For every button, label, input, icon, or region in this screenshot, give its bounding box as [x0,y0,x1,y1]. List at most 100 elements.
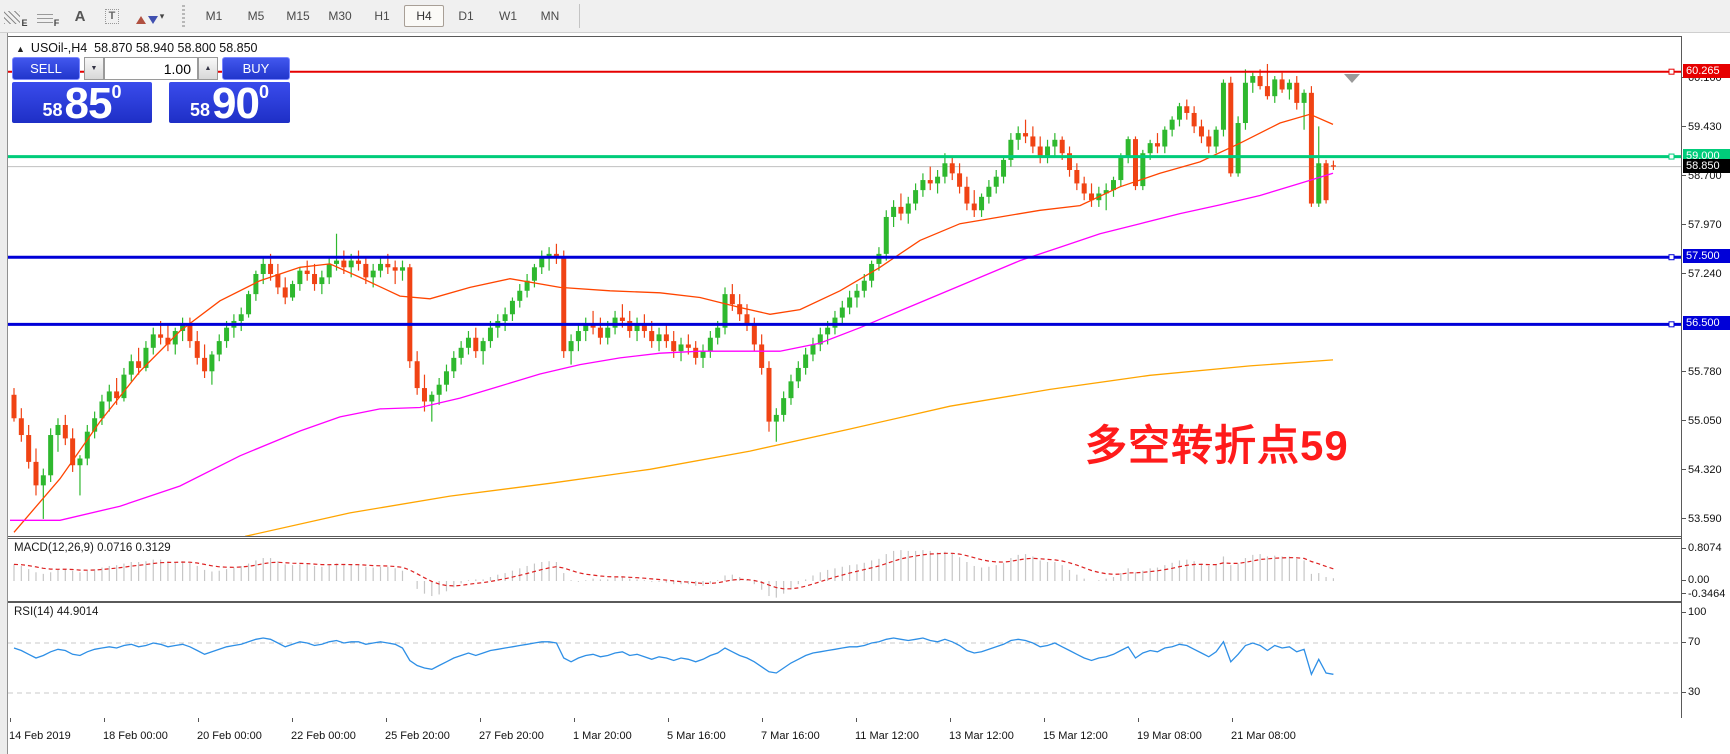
time-label: 13 Mar 12:00 [949,730,1014,742]
buy-price-big: 90 [212,79,260,128]
time-label: 18 Feb 00:00 [103,730,168,742]
time-tick [104,718,105,722]
time-tick [762,718,763,722]
tab-timeframe-m5[interactable]: M5 [247,9,265,23]
equidistant-channel-icon[interactable]: E [2,4,30,28]
time-tick [1044,718,1045,722]
time-label: 20 Feb 00:00 [197,730,262,742]
rsi-line [13,637,1334,677]
time-label: 11 Mar 12:00 [855,730,920,742]
arrow-tools-icon[interactable]: ▾ [130,4,170,28]
volume-decrease-button[interactable]: ▼ [84,57,104,80]
text-label-icon[interactable]: A [74,8,86,25]
time-tick [1232,718,1233,722]
price-tick: 55.050 [1682,415,1722,427]
price-tick: 53.590 [1682,513,1722,525]
macd-tick: -0.3464 [1682,588,1725,600]
time-label: 15 Mar 12:00 [1043,730,1108,742]
time-label: 21 Mar 08:00 [1231,730,1296,742]
time-tick [480,718,481,722]
time-tick [292,718,293,722]
drawing-tools-group: E F A T ▾ [0,4,172,28]
time-label: 19 Mar 08:00 [1137,730,1202,742]
buy-price-button[interactable]: 58 90 0 [169,79,290,128]
sell-price-button[interactable]: 58 85 0 [12,79,152,128]
time-tick [950,718,951,722]
macd-panel[interactable]: MACD(12,26,9) 0.0716 0.3129 [8,538,1681,602]
toolbar-grip [182,5,185,27]
top-toolbar: E F A T ▾ M1 M5 M15 M30 H1 H4 D1 W1 MN [0,0,1730,33]
time-tick [668,718,669,722]
macd-histogram-chart[interactable] [8,539,1681,601]
candlestick-chart[interactable] [8,37,1681,536]
rsi-line-chart[interactable] [8,603,1681,718]
macd-tick: 0.00 [1682,574,1709,586]
price-tick: 57.970 [1682,219,1722,231]
rsi-label: RSI(14) 44.9014 [14,606,99,618]
window-left-edge [0,33,8,754]
price-badge: 56.500 [1683,316,1730,331]
time-tick [10,718,11,722]
tab-timeframe-w1[interactable]: W1 [499,9,517,23]
time-tick [386,718,387,722]
sell-price-prefix: 58 [42,100,63,120]
rsi-value: 44.9014 [56,606,99,618]
time-label: 25 Feb 20:00 [385,730,450,742]
time-axis[interactable]: 14 Feb 2019 18 Feb 00:00 20 Feb 00:00 22 Fe… [8,718,1681,754]
trade-panel-top-row: SELL ▼ ▲ BUY [12,57,290,80]
rsi-tick: 70 [1682,636,1700,648]
price-badge: 57.500 [1683,249,1730,264]
sell-price-big: 85 [64,79,113,128]
ma-fast [13,113,1334,533]
chart-title: ▲ USOil-,H4 58.870 58.940 58.800 58.850 [16,41,258,55]
time-tick [198,718,199,722]
ma-mid [10,172,1334,521]
line-handle [1668,321,1675,328]
price-tick: 59.430 [1682,121,1722,133]
tab-timeframe-d1[interactable]: D1 [458,9,474,23]
macd-signal-value: 0.3129 [135,542,171,554]
timeframe-toolbar: M1 M5 M15 M30 H1 H4 D1 W1 MN [193,5,571,27]
price-tick: 55.780 [1682,366,1722,378]
macd-main-value: 0.0716 [97,542,133,554]
time-label: 27 Feb 20:00 [479,730,544,742]
main-chart-panel[interactable] [8,36,1681,537]
macd-signal-line [13,552,1334,590]
sell-button[interactable]: SELL [12,57,80,80]
text-box-icon[interactable]: T [98,4,126,28]
time-label: 7 Mar 16:00 [761,730,820,742]
tab-timeframe-m1[interactable]: M1 [205,9,223,23]
buy-price-prefix: 58 [190,100,211,120]
toolbar-separator [579,4,580,28]
rsi-tick: 100 [1682,606,1706,618]
rsi-tick: 30 [1682,686,1700,698]
time-label: 5 Mar 16:00 [667,730,726,742]
buy-price-pip: 0 [258,82,269,102]
symbol-label: USOil-,H4 [30,41,88,55]
tab-timeframe-mn[interactable]: MN [540,9,560,23]
line-handle [1668,153,1675,160]
collapse-panel-icon[interactable]: ▲ [16,44,25,54]
macd-tick: 0.8074 [1682,542,1722,554]
tab-timeframe-h4[interactable]: H4 [404,5,444,27]
price-axis[interactable]: 60.160 59.430 58.700 57.970 57.240 55.780 55.0… [1681,36,1730,718]
ohlc-values: 58.870 58.940 58.800 58.850 [94,41,258,55]
macd-label: MACD(12,26,9) 0.0716 0.3129 [14,542,171,554]
price-tick: 58.700 [1682,170,1722,182]
time-tick [574,718,575,722]
volume-increase-button[interactable]: ▲ [198,57,218,80]
time-label: 1 Mar 20:00 [573,730,632,742]
buy-button[interactable]: BUY [222,57,290,80]
candles-group [11,63,1336,519]
chart-shift-marker-icon[interactable] [1344,74,1360,83]
time-tick [856,718,857,722]
tab-timeframe-h1[interactable]: H1 [374,9,390,23]
tab-timeframe-m15[interactable]: M15 [286,9,310,23]
tab-timeframe-m30[interactable]: M30 [328,9,352,23]
price-badge: 58.850 [1683,158,1730,173]
line-handle [1668,254,1675,261]
fibonacci-retracement-icon[interactable]: F [34,4,62,28]
volume-input[interactable] [104,57,198,80]
rsi-panel[interactable]: RSI(14) 44.9014 [8,602,1681,719]
